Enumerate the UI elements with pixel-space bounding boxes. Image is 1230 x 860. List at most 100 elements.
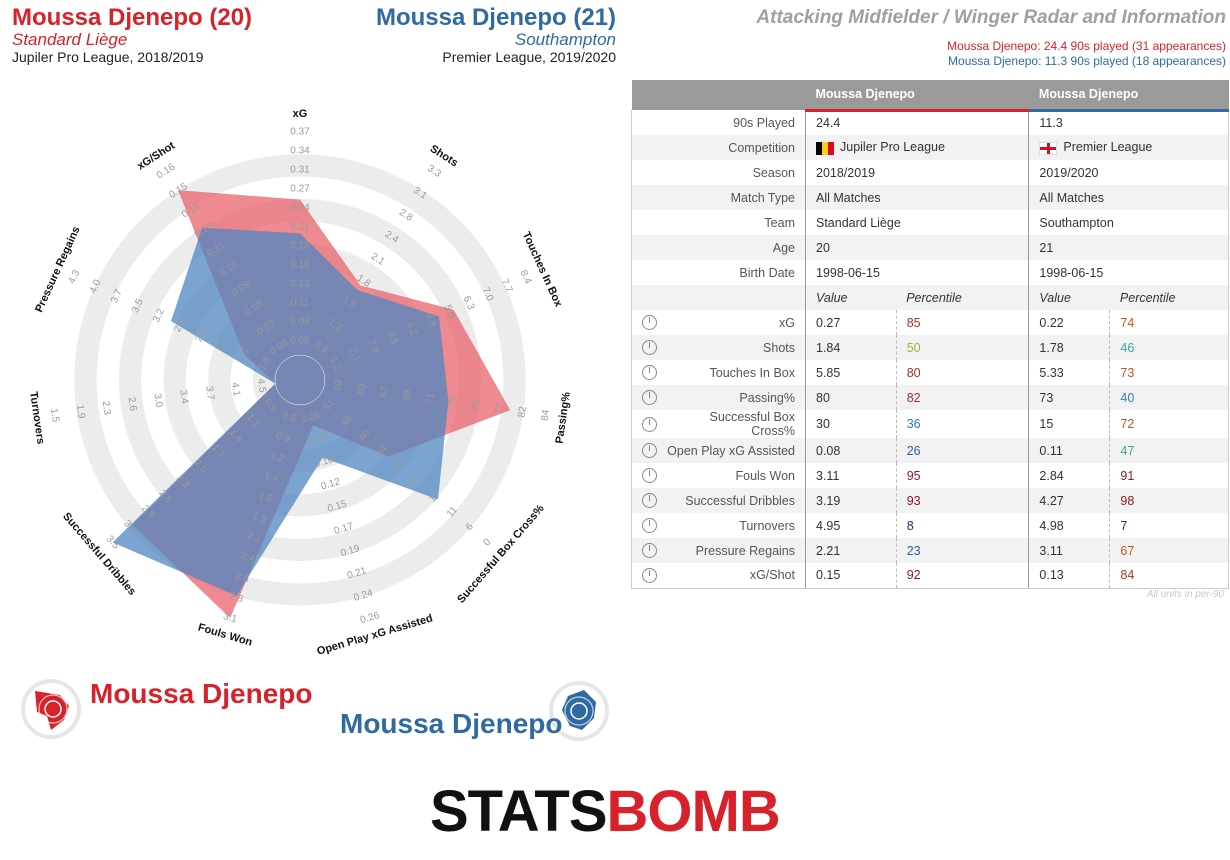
radar-series-2 [112, 227, 449, 596]
table-row: Shots 1.84 50 1.78 46 [631, 335, 1229, 360]
radar-tick-label: 3.7 [203, 385, 216, 401]
table-row: Team Standard Liège Southampton [631, 210, 1229, 235]
player1-percentile: 93 [895, 488, 1030, 513]
table-row: Open Play xG Assisted 0.08 26 0.11 47 [631, 438, 1229, 463]
player2-team: Southampton [514, 30, 616, 49]
player2-percentile: 67 [1109, 538, 1229, 563]
player2-percentile: 7 [1109, 513, 1229, 538]
player1-value: 2.21 [805, 538, 897, 563]
radar-tick-label: 0.24 [290, 203, 310, 214]
player2-radar-icon [549, 681, 609, 741]
radar-tick-label: 0 [482, 536, 494, 548]
player2-value: 4.27 [1028, 488, 1110, 513]
player2-value: 11.3 [1028, 110, 1229, 135]
radar-tick-label: 59 [333, 379, 346, 392]
player2-value: 15 [1039, 417, 1054, 431]
radar-tick-label: 0.26 [359, 610, 381, 626]
radar-tick-label: 71 [424, 392, 437, 405]
player1-percentile: 92 [895, 563, 1030, 589]
player1-competition: Jupiler Pro League, 2018/2019 [12, 49, 204, 65]
player1-value: 4.95 [816, 518, 841, 533]
radar-tick-label: 0.31 [290, 165, 310, 176]
england-flag-icon [1039, 141, 1058, 155]
percentile-header: Percentile [896, 285, 1030, 310]
radar-tick-label: 0.17 [333, 521, 355, 537]
radar-tick-label: 2.1 [236, 345, 252, 363]
radar-tick-label: 3.1 [222, 611, 239, 626]
row-label: Birth Date [631, 260, 806, 285]
radar-tick-label: 0.11 [291, 298, 310, 309]
player2-percentile: 74 [1109, 310, 1229, 335]
radar-tick-label: 0.16 [290, 260, 310, 271]
radar-tick-label: 0.24 [352, 588, 374, 604]
radar-tick-label: 4.0 [88, 278, 104, 296]
radar-tick-label: 4.5 [255, 378, 268, 394]
player1-value: 2018/2019 [805, 160, 1030, 185]
radar-tick-label: 0.6 [281, 410, 298, 425]
player2-value: 0.13 [1028, 563, 1110, 589]
row-label: Shots [631, 335, 806, 360]
player2-percentile: 46 [1109, 335, 1229, 360]
radar-tick-label: 0.9 [275, 430, 292, 445]
radar-title: Attacking Midfielder / Winger Radar and … [756, 7, 1226, 28]
stat-icon [642, 518, 657, 533]
row-label: 90s Played [631, 110, 806, 135]
row-label: Team [631, 210, 806, 235]
radar-tick-label: 2.4 [240, 551, 257, 566]
player2-value: 1.78 [1028, 335, 1110, 360]
table-row: Successful Dribbles 3.19 93 4.27 98 [631, 488, 1229, 513]
radar-tick-label: 7.0 [480, 286, 496, 304]
row-label: Successful Dribbles [631, 488, 806, 513]
player2-name: Moussa Djenepo (21) [375, 4, 616, 31]
table-row: Pressure Regains 2.21 23 3.11 67 [631, 538, 1229, 563]
player2-percentile: 47 [1109, 438, 1229, 463]
radar-tick-label: 82 [516, 405, 529, 418]
legend-player2: Moussa Djenepo [340, 708, 563, 739]
table-row: Turnovers 4.95 8 4.98 7 [631, 513, 1229, 538]
table-row: Fouls Won 3.11 95 2.84 91 [631, 463, 1229, 488]
radar-center [274, 354, 326, 406]
table-header-blank [631, 80, 806, 110]
player1-radar-icon [21, 679, 81, 739]
radar-tick-label: 75 [470, 399, 483, 412]
radar-tick-label: 0.27 [290, 184, 310, 195]
row-label: Season [631, 160, 806, 185]
radar-tick-label: 67 [379, 385, 392, 398]
player1-percentile: 85 [895, 310, 1030, 335]
player2-competition: Premier League, 2019/2020 [442, 49, 616, 65]
table-row: Passing% 80 82 73 40 [631, 385, 1229, 410]
row-label: Touches In Box [631, 360, 806, 385]
player1-value: 3.11 [816, 468, 840, 483]
radar-tick-label: 2.4 [215, 336, 231, 354]
player1-value: Jupiler Pro League [805, 135, 1030, 160]
player1-team: Standard Liège [12, 30, 128, 49]
player2-value: 2019/2020 [1028, 160, 1229, 185]
belgium-flag-icon [816, 141, 834, 155]
radar-tick-label: 63 [356, 382, 369, 395]
radar-tick-label: 2.6 [193, 326, 209, 344]
radar-tick-label: 1.6 [257, 490, 274, 505]
row-label: xG/Shot [631, 563, 806, 589]
radar-ring [51, 131, 549, 629]
player2-value: Southampton [1028, 210, 1229, 235]
player2-percentile: 98 [1109, 488, 1229, 513]
logo-bomb: BOMB [606, 779, 781, 844]
radar-tick-label: 0.08 [307, 432, 329, 448]
player2-minutes-info: Moussa Djenepo: 11.3 90s played (18 appe… [948, 54, 1226, 68]
table-row: Match Type All Matches All Matches [631, 185, 1229, 210]
player1-value: Standard Liège [805, 210, 1030, 235]
table-row: xG/Shot 0.15 92 0.13 84 [631, 563, 1229, 589]
radar-tick-label: 0.10 [313, 454, 335, 470]
units-note: All units in per-90 [1146, 589, 1224, 600]
player2-percentile: 73 [1109, 360, 1229, 385]
player2-value: 1998-06-15 [1028, 260, 1229, 285]
player1-value: 20 [805, 235, 1030, 260]
stat-icon [642, 443, 657, 458]
value-header: Value [1028, 285, 1110, 310]
stat-icon [642, 390, 657, 405]
radar-tick-label: 6.3 [461, 294, 477, 312]
row-label: Passing% [631, 385, 806, 410]
radar-ring [74, 154, 526, 606]
table-row: Successful Box Cross% 30 36 15 72 [631, 410, 1229, 438]
radar-tick-label: 1.8 [257, 355, 273, 373]
